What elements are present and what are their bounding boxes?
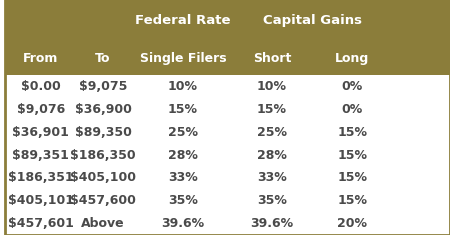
Text: 15%: 15% [337, 149, 367, 162]
Text: 0%: 0% [342, 80, 363, 93]
Text: Single Filers: Single Filers [140, 52, 226, 65]
Text: 39.6%: 39.6% [162, 217, 205, 230]
Text: 33%: 33% [168, 171, 198, 184]
FancyBboxPatch shape [5, 189, 450, 212]
Text: $457,601: $457,601 [8, 217, 74, 230]
Text: $186,351: $186,351 [8, 171, 73, 184]
Text: 33%: 33% [257, 171, 287, 184]
Text: $36,900: $36,900 [75, 103, 131, 116]
Text: 10%: 10% [168, 80, 198, 93]
Text: $9,076: $9,076 [17, 103, 65, 116]
Text: $0.00: $0.00 [21, 80, 61, 93]
FancyBboxPatch shape [5, 212, 450, 235]
Text: Federal Rate: Federal Rate [135, 14, 231, 27]
Text: $186,350: $186,350 [70, 149, 136, 162]
Text: $89,351: $89,351 [12, 149, 69, 162]
Text: 15%: 15% [337, 171, 367, 184]
Text: 28%: 28% [168, 149, 198, 162]
Text: 10%: 10% [257, 80, 287, 93]
Text: Short: Short [253, 52, 291, 65]
Text: $89,350: $89,350 [75, 126, 131, 139]
Text: 25%: 25% [168, 126, 198, 139]
Text: $9,075: $9,075 [79, 80, 127, 93]
Text: Long: Long [335, 52, 369, 65]
Text: 15%: 15% [257, 103, 287, 116]
Text: Capital Gains: Capital Gains [263, 14, 362, 27]
Text: 35%: 35% [168, 194, 198, 207]
Text: $457,600: $457,600 [70, 194, 136, 207]
Text: To: To [95, 52, 111, 65]
FancyBboxPatch shape [5, 75, 450, 98]
Text: 15%: 15% [337, 194, 367, 207]
FancyBboxPatch shape [5, 41, 450, 75]
Text: 15%: 15% [337, 126, 367, 139]
Text: 35%: 35% [257, 194, 287, 207]
Text: $405,101: $405,101 [8, 194, 74, 207]
Text: 39.6%: 39.6% [251, 217, 293, 230]
Text: 28%: 28% [257, 149, 287, 162]
Text: 15%: 15% [168, 103, 198, 116]
Text: $405,100: $405,100 [70, 171, 136, 184]
Text: $36,901: $36,901 [12, 126, 69, 139]
FancyBboxPatch shape [5, 0, 450, 41]
Text: Above: Above [81, 217, 125, 230]
FancyBboxPatch shape [5, 121, 450, 144]
Text: 20%: 20% [337, 217, 367, 230]
FancyBboxPatch shape [5, 98, 450, 121]
Text: 25%: 25% [257, 126, 287, 139]
Text: From: From [23, 52, 58, 65]
FancyBboxPatch shape [5, 144, 450, 167]
Text: 0%: 0% [342, 103, 363, 116]
FancyBboxPatch shape [5, 167, 450, 189]
